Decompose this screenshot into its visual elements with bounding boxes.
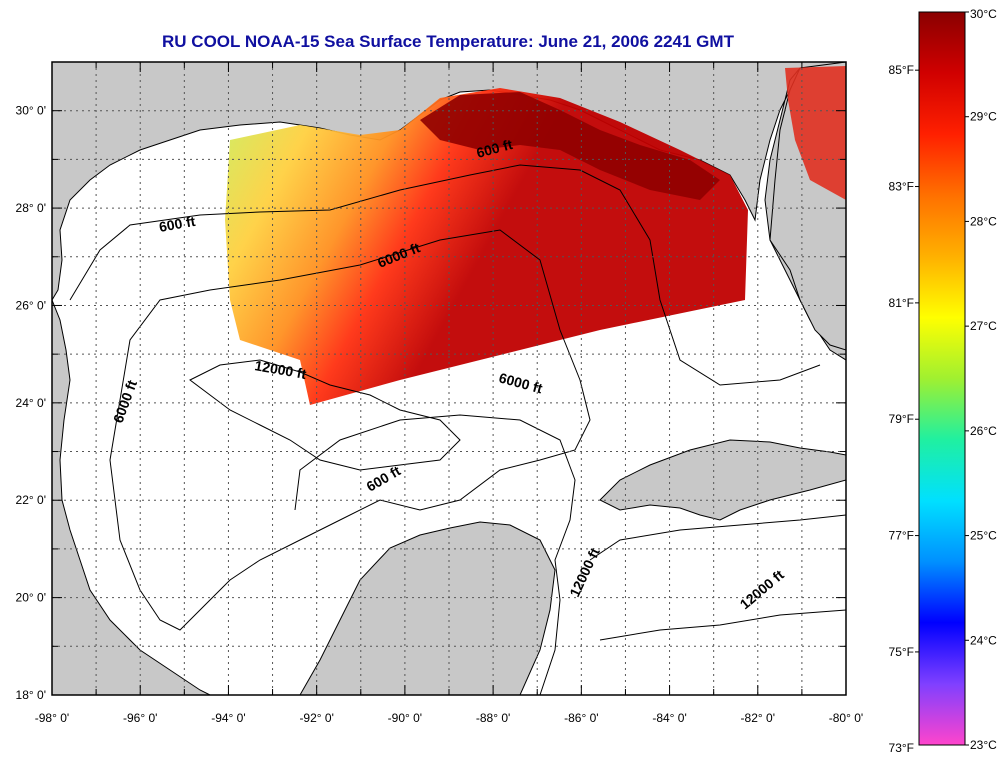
latitude-tick-label: 24° 0' [16,396,46,410]
land-cuba [599,439,846,521]
latitude-tick-label: 28° 0' [16,201,46,215]
latitude-tick-label: 30° 0' [16,104,46,118]
colorbar-celsius-labels: 30°C 29°C 28°C 27°C 26°C 25°C 24°C 23°C [965,7,997,752]
colorbar-fahrenheit-label: 75°F [889,645,914,659]
colorbar-fahrenheit-label: 85°F [889,63,914,77]
colorbar-celsius-label: 25°C [970,529,997,543]
colorbar-fahrenheit-label: 79°F [889,412,914,426]
longitude-tick-label: -86° 0' [564,711,598,725]
longitude-tick-label: -96° 0' [123,711,157,725]
colorbar-fahrenheit-label: 81°F [889,296,914,310]
colorbar-celsius-label: 27°C [970,319,997,333]
colorbar-fahrenheit-labels: 85°F 83°F 81°F 79°F 77°F 75°F 73°F [889,63,919,755]
latitude-tick-label: 22° 0' [16,493,46,507]
map-ticks [51,61,847,696]
longitude-tick-label: -88° 0' [476,711,510,725]
longitude-tick-label: -98° 0' [35,711,69,725]
longitude-tick-labels: -98° 0' -96° 0' -94° 0' -92° 0' -90° 0' -88° … [35,711,863,725]
longitude-tick-label: -94° 0' [211,711,245,725]
latitude-tick-label: 18° 0' [16,688,46,702]
map-grid [52,62,846,695]
colorbar-fahrenheit-label: 73°F [889,741,914,755]
latitude-tick-label: 26° 0' [16,298,46,312]
colorbar-fahrenheit-label: 83°F [889,180,914,194]
longitude-tick-label: -80° 0' [829,711,863,725]
colorbar: 30°C 29°C 28°C 27°C 26°C 25°C 24°C 23°C 85°F 83°… [889,7,998,755]
latitude-tick-label: 20° 0' [16,591,46,605]
contour-label: 600 ft [158,213,197,235]
colorbar-celsius-label: 23°C [970,738,997,752]
colorbar-celsius-label: 28°C [970,214,997,228]
contour-600ft [69,164,821,386]
land-yucatan [299,521,556,695]
contour-6000ft [109,229,591,631]
colorbar-scale [918,11,966,746]
contour-600ft-yucatan [294,414,576,695]
sst-atlantic-strip [785,66,846,200]
colorbar-celsius-label: 26°C [970,424,997,438]
latitude-tick-labels: 30° 0' 28° 0' 26° 0' 24° 0' 22° 0' 20° 0' 18° … [16,104,46,702]
contour-caribbean [589,514,846,641]
sst-warm-patch [420,92,720,200]
contour-12000ft [189,359,461,471]
longitude-tick-label: -92° 0' [299,711,333,725]
bathymetry-contours [69,164,846,695]
longitude-tick-label: -84° 0' [652,711,686,725]
longitude-tick-label: -90° 0' [388,711,422,725]
colorbar-fahrenheit-label: 77°F [889,529,914,543]
colorbar-celsius-label: 24°C [970,633,997,647]
colorbar-celsius-label: 29°C [970,110,997,124]
colorbar-celsius-label: 30°C [970,7,997,21]
map-panel: 600 ft 600 ft 6000 ft 12000 ft 6000 ft 6… [52,62,846,695]
chart-title: RU COOL NOAA-15 Sea Surface Temperature:… [162,32,735,51]
land-mexico-west [52,299,211,695]
longitude-tick-label: -82° 0' [741,711,775,725]
